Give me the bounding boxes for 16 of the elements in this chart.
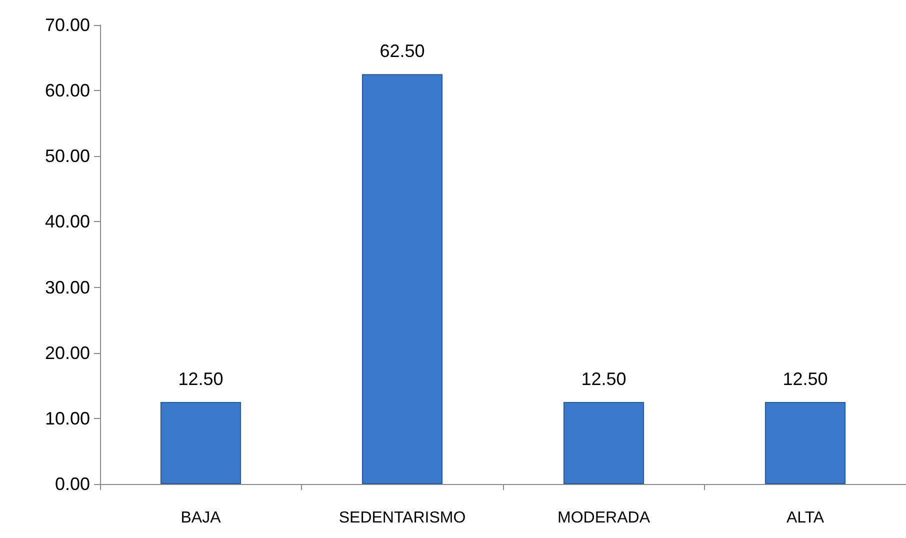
x-tick-label: MODERADA — [558, 510, 650, 526]
data-label: 12.50 — [581, 369, 626, 390]
y-tick-label: 50.00 — [44, 146, 90, 166]
x-tick-label: SEDENTARISMO — [338, 510, 466, 526]
y-tick-label: 0.00 — [54, 474, 90, 494]
data-label: 12.50 — [178, 369, 224, 390]
y-tick-label: 20.00 — [44, 342, 90, 363]
y-tick-label: 70.00 — [44, 15, 90, 35]
data-label: 62.50 — [380, 41, 425, 62]
y-tick-label: 60.00 — [44, 80, 90, 101]
data-label: 12.50 — [782, 369, 828, 390]
y-tick-label: 30.00 — [44, 277, 90, 298]
y-tick-label: 40.00 — [44, 212, 90, 232]
x-tick-label: BAJA — [180, 510, 222, 526]
y-tick-label: 10.00 — [44, 408, 90, 428]
x-tick-label: ALTA — [786, 510, 824, 526]
